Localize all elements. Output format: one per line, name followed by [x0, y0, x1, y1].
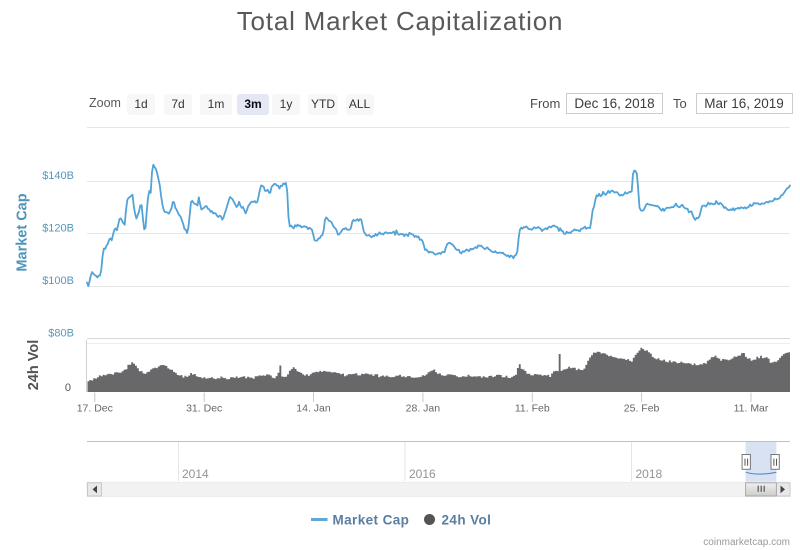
svg-text:coinmarketcap.com: coinmarketcap.com — [703, 537, 790, 548]
svg-text:2014: 2014 — [182, 467, 209, 481]
svg-text:14. Jan: 14. Jan — [296, 403, 331, 415]
svg-text:24h Vol: 24h Vol — [442, 512, 492, 527]
svg-text:17. Dec: 17. Dec — [77, 403, 113, 415]
svg-text:11. Mar: 11. Mar — [734, 403, 769, 415]
svg-text:Market Cap: Market Cap — [15, 193, 31, 271]
svg-text:$80B: $80B — [48, 328, 74, 340]
svg-text:2018: 2018 — [636, 467, 663, 481]
svg-text:25. Feb: 25. Feb — [624, 403, 660, 415]
svg-text:2016: 2016 — [409, 467, 436, 481]
svg-text:$140B: $140B — [42, 170, 74, 182]
svg-text:Market Cap: Market Cap — [333, 512, 410, 527]
svg-text:31. Dec: 31. Dec — [186, 403, 222, 415]
svg-text:$120B: $120B — [42, 223, 74, 235]
svg-text:11. Feb: 11. Feb — [515, 403, 550, 415]
svg-text:24h Vol: 24h Vol — [26, 340, 42, 391]
svg-text:28. Jan: 28. Jan — [406, 403, 441, 415]
svg-text:0: 0 — [65, 382, 71, 394]
svg-text:$100B: $100B — [42, 275, 74, 287]
